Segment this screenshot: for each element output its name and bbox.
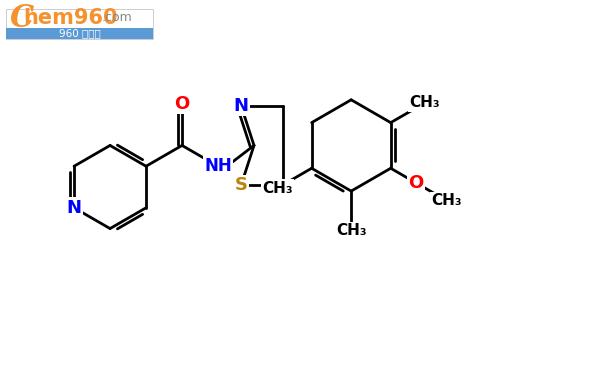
- Text: S: S: [235, 176, 247, 194]
- Text: CH₃: CH₃: [336, 223, 367, 238]
- Bar: [6, 9, 152, 39]
- Text: O: O: [408, 174, 423, 192]
- Text: N: N: [234, 97, 249, 115]
- Text: C: C: [10, 3, 34, 34]
- Text: NH: NH: [204, 157, 232, 175]
- Bar: [6, 28, 152, 39]
- Text: .com: .com: [101, 11, 132, 24]
- Text: N: N: [67, 199, 82, 217]
- Text: CH₃: CH₃: [262, 180, 293, 195]
- Text: 960 化工网: 960 化工网: [59, 28, 100, 38]
- Text: O: O: [174, 95, 189, 113]
- Text: CH₃: CH₃: [431, 193, 462, 208]
- Text: hem960: hem960: [23, 8, 117, 28]
- Text: CH₃: CH₃: [410, 95, 440, 110]
